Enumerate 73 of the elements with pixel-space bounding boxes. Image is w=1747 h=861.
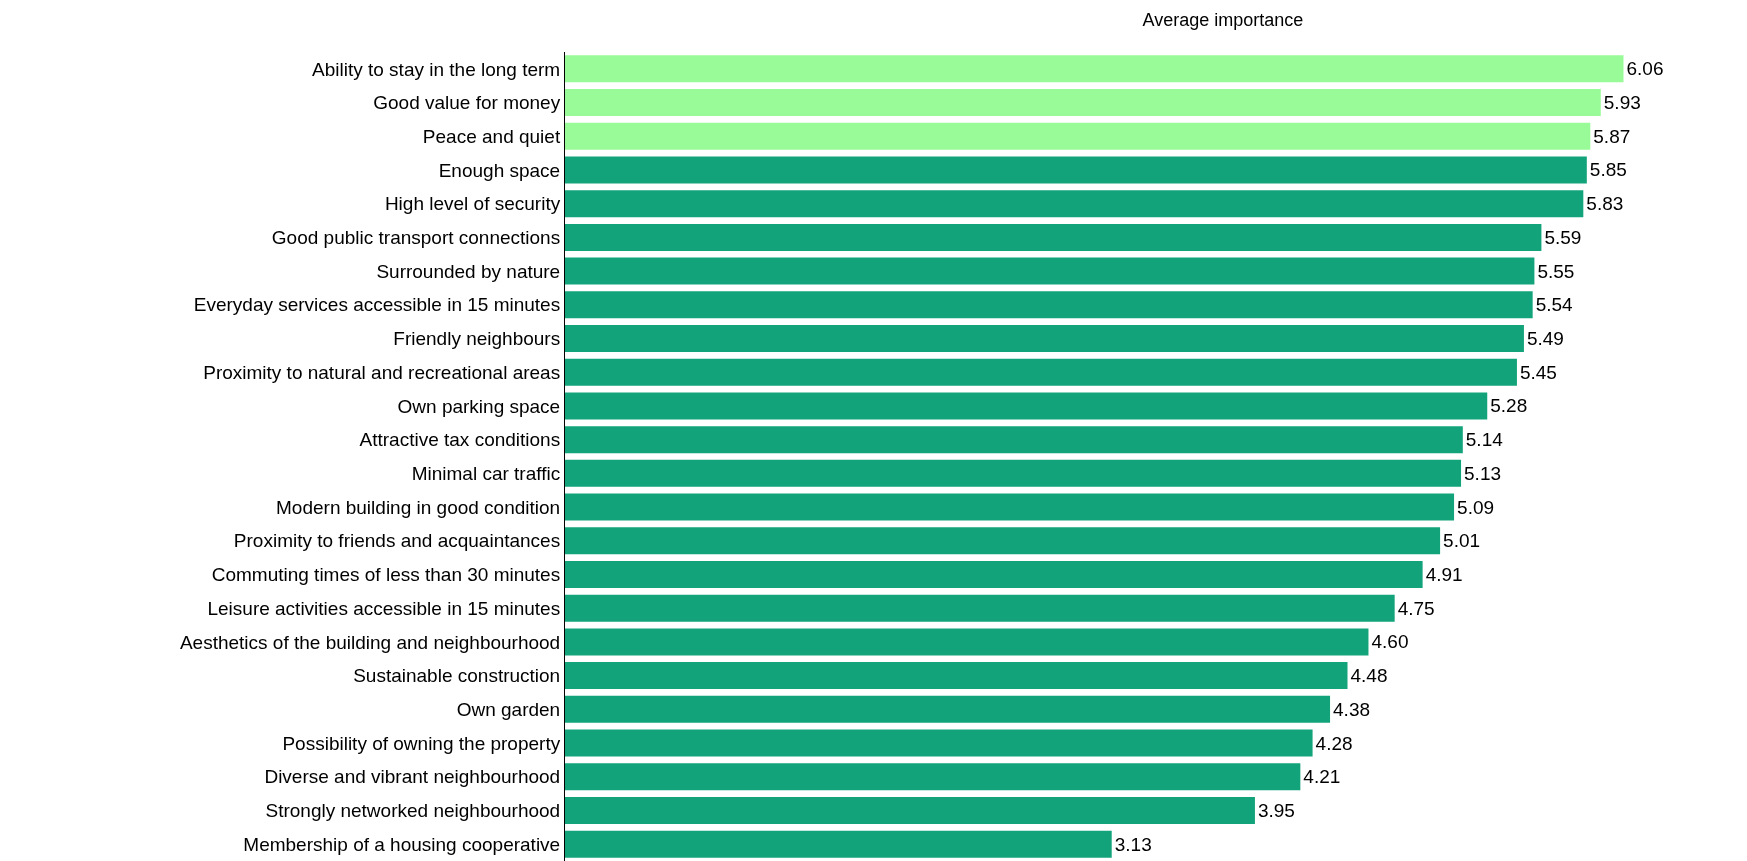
data-label: 3.13: [1114, 833, 1152, 855]
data-label: 5.13: [1464, 462, 1502, 484]
data-label: 5.87: [1593, 125, 1631, 147]
data-label: 4.28: [1315, 732, 1353, 754]
data-label: 5.09: [1457, 496, 1495, 518]
y-tick-label: Friendly neighbours: [393, 328, 561, 350]
chart-title: Average importance: [1142, 9, 1304, 30]
data-label: 4.91: [1425, 563, 1463, 585]
data-label: 5.59: [1544, 226, 1582, 248]
data-label: 5.93: [1603, 92, 1641, 114]
bar: [565, 695, 1331, 723]
data-label: 5.54: [1535, 294, 1574, 316]
y-tick-label: Ability to stay in the long term: [312, 58, 561, 80]
y-tick-label: Leisure activities accessible in 15 minutes: [207, 597, 561, 619]
y-tick-label: Sustainable construction: [353, 665, 561, 687]
y-tick-label: Aesthetics of the building and neighbourhood: [179, 631, 561, 653]
data-label: 4.60: [1371, 631, 1409, 653]
data-label: 4.21: [1303, 766, 1341, 788]
data-label: 5.83: [1586, 193, 1624, 215]
y-tick-label: High level of security: [384, 193, 561, 215]
bar: [565, 257, 1535, 285]
bar: [565, 493, 1455, 521]
y-tick-label: Minimal car traffic: [411, 463, 561, 484]
bar: [565, 156, 1587, 184]
y-tick-label: Surrounded by nature: [376, 260, 561, 282]
data-label: 5.45: [1519, 361, 1557, 383]
y-tick-label: Possibility of owning the property: [282, 732, 561, 754]
y-tick-label: Commuting times of less than 30 minutes: [211, 564, 561, 586]
bar: [565, 325, 1524, 352]
y-tick-label: Good value for money: [373, 92, 561, 114]
y-tick-label: Attractive tax conditions: [359, 429, 561, 451]
data-label: 5.01: [1443, 530, 1481, 552]
data-label: 5.14: [1465, 429, 1504, 451]
y-tick-label: Own parking space: [397, 395, 561, 417]
y-tick-label: Modern building in good condition: [276, 496, 561, 518]
data-label: 5.28: [1490, 395, 1528, 417]
y-tick-label: Everyday services accessible in 15 minutes: [193, 294, 561, 316]
y-tick-label: Proximity to natural and recreational areas: [203, 361, 561, 383]
bar: [565, 830, 1112, 858]
bar: [565, 426, 1463, 454]
y-tick-label: Strongly networked neighbourhood: [265, 800, 561, 822]
bar: [565, 729, 1313, 757]
bar: [565, 89, 1601, 117]
bar: [565, 459, 1462, 487]
bar: [565, 55, 1624, 83]
data-label: 4.75: [1397, 597, 1435, 619]
data-label: 3.95: [1257, 799, 1295, 821]
data-label: 5.49: [1526, 328, 1564, 350]
y-tick-label: Enough space: [438, 159, 561, 181]
y-tick-label: Good public transport connections: [271, 227, 561, 249]
y-tick-label: Peace and quiet: [422, 125, 561, 147]
data-label: 4.48: [1350, 665, 1388, 687]
data-label: 6.06: [1626, 58, 1664, 80]
bar: [565, 358, 1517, 386]
data-label: 4.38: [1333, 698, 1371, 720]
data-label: 5.55: [1537, 260, 1575, 282]
data-label: 5.85: [1589, 159, 1627, 181]
y-tick-label: Proximity to friends and acquaintances: [233, 530, 561, 552]
y-tick-label: Diverse and vibrant neighbourhood: [264, 766, 561, 788]
y-tick-label: Membership of a housing cooperative: [243, 833, 561, 855]
bar: [565, 122, 1591, 150]
bar: [565, 190, 1584, 218]
bar: [565, 291, 1533, 319]
bar: [565, 527, 1441, 555]
bar: [565, 223, 1542, 251]
bar: [565, 594, 1395, 622]
bar: [565, 763, 1301, 791]
y-tick-label: Own garden: [456, 698, 561, 720]
bar: [565, 628, 1369, 656]
bar: [565, 662, 1348, 690]
bar: [565, 392, 1488, 420]
bar: [565, 561, 1423, 588]
bar: [565, 796, 1255, 824]
